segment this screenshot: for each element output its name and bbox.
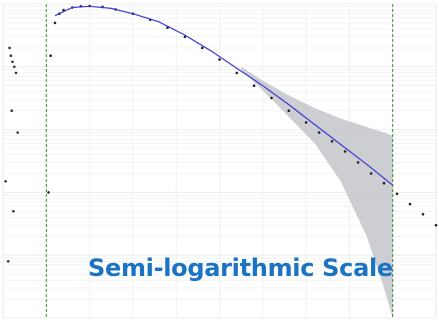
data-point <box>317 131 321 134</box>
grid-lines <box>2 3 437 319</box>
data-point <box>382 181 386 185</box>
data-point <box>235 71 239 75</box>
data-point <box>304 121 308 124</box>
data-point <box>330 140 334 143</box>
data-point <box>16 131 20 134</box>
data-point <box>270 96 273 100</box>
data-point <box>356 161 360 164</box>
confidence-band-layer <box>241 66 393 318</box>
data-point <box>53 21 57 25</box>
data-point <box>252 84 256 87</box>
data-point <box>14 71 18 75</box>
data-point <box>4 180 7 183</box>
data-point <box>49 54 52 57</box>
data-point <box>287 109 291 112</box>
data-point <box>395 192 399 196</box>
data-point <box>8 46 11 50</box>
data-point <box>369 172 373 175</box>
data-point <box>200 46 204 50</box>
data-point <box>11 60 14 64</box>
data-point <box>6 260 10 263</box>
data-point <box>9 54 13 57</box>
data-point <box>10 109 13 112</box>
scale-annotation: Semi-logarithmic Scale <box>88 254 393 282</box>
data-point <box>47 191 50 194</box>
data-point <box>434 223 438 227</box>
data-point <box>421 212 425 216</box>
data-point <box>343 150 347 153</box>
data-point <box>408 202 412 206</box>
confidence-band <box>241 66 393 318</box>
data-point <box>12 210 15 213</box>
data-point <box>13 65 16 69</box>
fit-line <box>54 5 394 186</box>
data-point <box>218 58 221 61</box>
reference-lines-layer <box>45 4 394 318</box>
fit-line-layer <box>54 5 394 186</box>
